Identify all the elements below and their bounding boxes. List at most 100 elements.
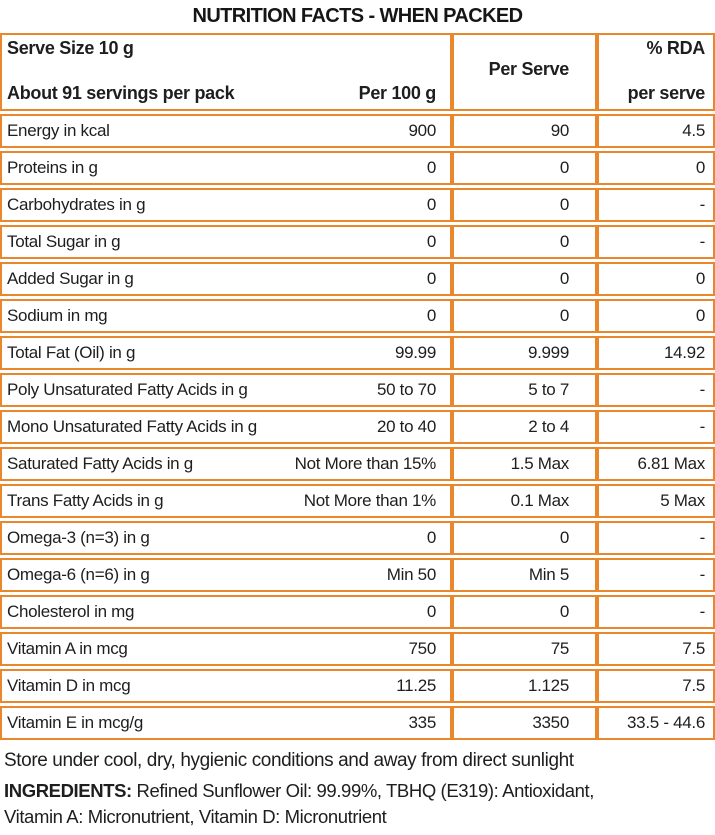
per-serve-value: 0 xyxy=(559,269,569,288)
per-serve-value: 0 xyxy=(559,195,569,214)
per-serve-cell: 0 xyxy=(452,521,597,555)
table-row: Added Sugar in g 0 0 0 xyxy=(0,262,715,296)
rda-cell: - xyxy=(597,188,715,222)
nutrient-label: Total Fat (Oil) in g xyxy=(7,343,136,362)
per-serve-value: 0.1 Max xyxy=(510,491,570,510)
per-serve-cell: 0 xyxy=(452,151,597,185)
nutrient-label: Poly Unsaturated Fatty Acids in g xyxy=(7,380,248,399)
table-row: Energy in kcal 900 90 4.5 xyxy=(0,114,715,148)
nutrient-label: Omega-3 (n=3) in g xyxy=(7,528,150,547)
per-serve-value: 75 xyxy=(550,639,570,658)
serve-size-text: Serve Size 10 g xyxy=(7,38,134,58)
per-serve-value: 9.999 xyxy=(527,343,569,362)
rda-cell: 14.92 xyxy=(597,336,715,370)
table-row: Trans Fatty Acids in g Not More than 1% … xyxy=(0,484,715,518)
rda-value: - xyxy=(699,232,706,251)
table-row: Vitamin A in mcg 750 75 7.5 xyxy=(0,632,715,666)
nutrient-label: Saturated Fatty Acids in g xyxy=(7,454,193,473)
rda-cell: - xyxy=(597,373,715,407)
nutrient-cell: Vitamin D in mcg 11.25 xyxy=(0,669,452,703)
per-serve-value: 0 xyxy=(559,232,569,251)
table-body: Serve Size 10 g About 91 servings per pa… xyxy=(0,33,715,740)
nutrient-label: Omega-6 (n=6) in g xyxy=(7,565,150,584)
nutrient-label: Energy in kcal xyxy=(7,121,110,140)
nutrition-table: Serve Size 10 g About 91 servings per pa… xyxy=(0,30,715,743)
rda-value: - xyxy=(699,528,706,547)
table-row: Total Fat (Oil) in g 99.99 9.999 14.92 xyxy=(0,336,715,370)
nutrient-label: Vitamin D in mcg xyxy=(7,676,131,695)
nutrient-label: Total Sugar in g xyxy=(7,232,121,251)
per-serve-value: 0 xyxy=(559,528,569,547)
rda-cell: - xyxy=(597,558,715,592)
nutrient-cell: Added Sugar in g 0 xyxy=(0,262,452,296)
per-100g-value: 0 xyxy=(426,528,436,547)
per-serve-value: 90 xyxy=(550,121,570,140)
nutrient-cell: Omega-6 (n=6) in g Min 50 xyxy=(0,558,452,592)
rda-value: 0 xyxy=(695,269,705,288)
rda-value: 0 xyxy=(695,158,705,177)
column-header-rda-line1: % RDA xyxy=(646,38,705,58)
rda-value: - xyxy=(699,195,706,214)
nutrient-cell: Total Fat (Oil) in g 99.99 xyxy=(0,336,452,370)
rda-cell: 6.81 Max xyxy=(597,447,715,481)
per-100g-value: 0 xyxy=(426,195,436,214)
table-row: Proteins in g 0 0 0 xyxy=(0,151,715,185)
per-100g-value: Not More than 1% xyxy=(303,491,437,510)
storage-note: Store under cool, dry, hygienic conditio… xyxy=(4,750,574,771)
per-serve-cell: 9.999 xyxy=(452,336,597,370)
per-serve-cell: 0 xyxy=(452,225,597,259)
rda-value: - xyxy=(699,417,706,436)
per-serve-value: 2 to 4 xyxy=(528,417,569,436)
rda-value: 6.81 Max xyxy=(637,454,705,473)
nutrient-cell: Sodium in mg 0 xyxy=(0,299,452,333)
rda-value: - xyxy=(699,565,706,584)
rda-value: - xyxy=(699,380,706,399)
per-serve-cell: 0 xyxy=(452,299,597,333)
nutrition-facts-label: NUTRITION FACTS - WHEN PACKED Serve Size… xyxy=(0,3,715,830)
nutrient-cell: Omega-3 (n=3) in g 0 xyxy=(0,521,452,555)
per-serve-value: 3350 xyxy=(532,713,569,732)
per-serve-cell: 0.1 Max xyxy=(452,484,597,518)
column-header-rda-line2: per serve xyxy=(627,83,706,103)
table-row: Saturated Fatty Acids in g Not More than… xyxy=(0,447,715,481)
table-row: Omega-3 (n=3) in g 0 0 - xyxy=(0,521,715,555)
per-serve-value: 0 xyxy=(559,602,569,621)
per-serve-cell: 3350 xyxy=(452,706,597,740)
table-row: Cholesterol in mg 0 0 - xyxy=(0,595,715,629)
rda-value: 7.5 xyxy=(682,639,705,658)
nutrient-cell: Mono Unsaturated Fatty Acids in g 20 to … xyxy=(0,410,452,444)
rda-value: 4.5 xyxy=(682,121,705,140)
per-100g-value: 0 xyxy=(426,269,436,288)
per-serve-cell: 75 xyxy=(452,632,597,666)
per-100g-value: 20 to 40 xyxy=(376,417,436,436)
per-serve-cell: 1.125 xyxy=(452,669,597,703)
rda-value: 7.5 xyxy=(682,676,705,695)
nutrient-label: Sodium in mg xyxy=(7,306,108,325)
table-row: Omega-6 (n=6) in g Min 50 Min 5 - xyxy=(0,558,715,592)
rda-value: 14.92 xyxy=(663,343,705,362)
per-serve-value: 1.5 Max xyxy=(510,454,570,473)
per-100g-value: 900 xyxy=(408,121,437,140)
nutrient-cell: Carbohydrates in g 0 xyxy=(0,188,452,222)
column-header-per-serve: Per Serve xyxy=(488,59,570,79)
ingredients-list: Refined Sunflower Oil: 99.99%, TBHQ (E31… xyxy=(4,780,595,827)
nutrient-cell: Trans Fatty Acids in g Not More than 1% xyxy=(0,484,452,518)
per-serve-cell: 0 xyxy=(452,262,597,296)
ingredients-section: INGREDIENTS: Refined Sunflower Oil: 99.9… xyxy=(4,778,656,830)
per-serve-cell: 2 to 4 xyxy=(452,410,597,444)
rda-cell: 0 xyxy=(597,262,715,296)
page-title: NUTRITION FACTS - WHEN PACKED xyxy=(192,5,524,27)
ingredients-label: INGREDIENTS: xyxy=(4,780,132,801)
nutrient-cell: Total Sugar in g 0 xyxy=(0,225,452,259)
nutrient-label: Vitamin A in mcg xyxy=(7,639,128,658)
rda-value: 5 Max xyxy=(660,491,705,510)
per-100g-value: 50 to 70 xyxy=(376,380,436,399)
per-100g-value: 99.99 xyxy=(394,343,436,362)
table-row: Total Sugar in g 0 0 - xyxy=(0,225,715,259)
servings-per-pack-text: About 91 servings per pack xyxy=(7,83,235,103)
nutrient-cell: Vitamin A in mcg 750 xyxy=(0,632,452,666)
per-100g-value: 750 xyxy=(408,639,437,658)
nutrient-label: Proteins in g xyxy=(7,158,98,177)
rda-cell: 5 Max xyxy=(597,484,715,518)
column-header-per-100g: Per 100 g xyxy=(358,83,437,103)
